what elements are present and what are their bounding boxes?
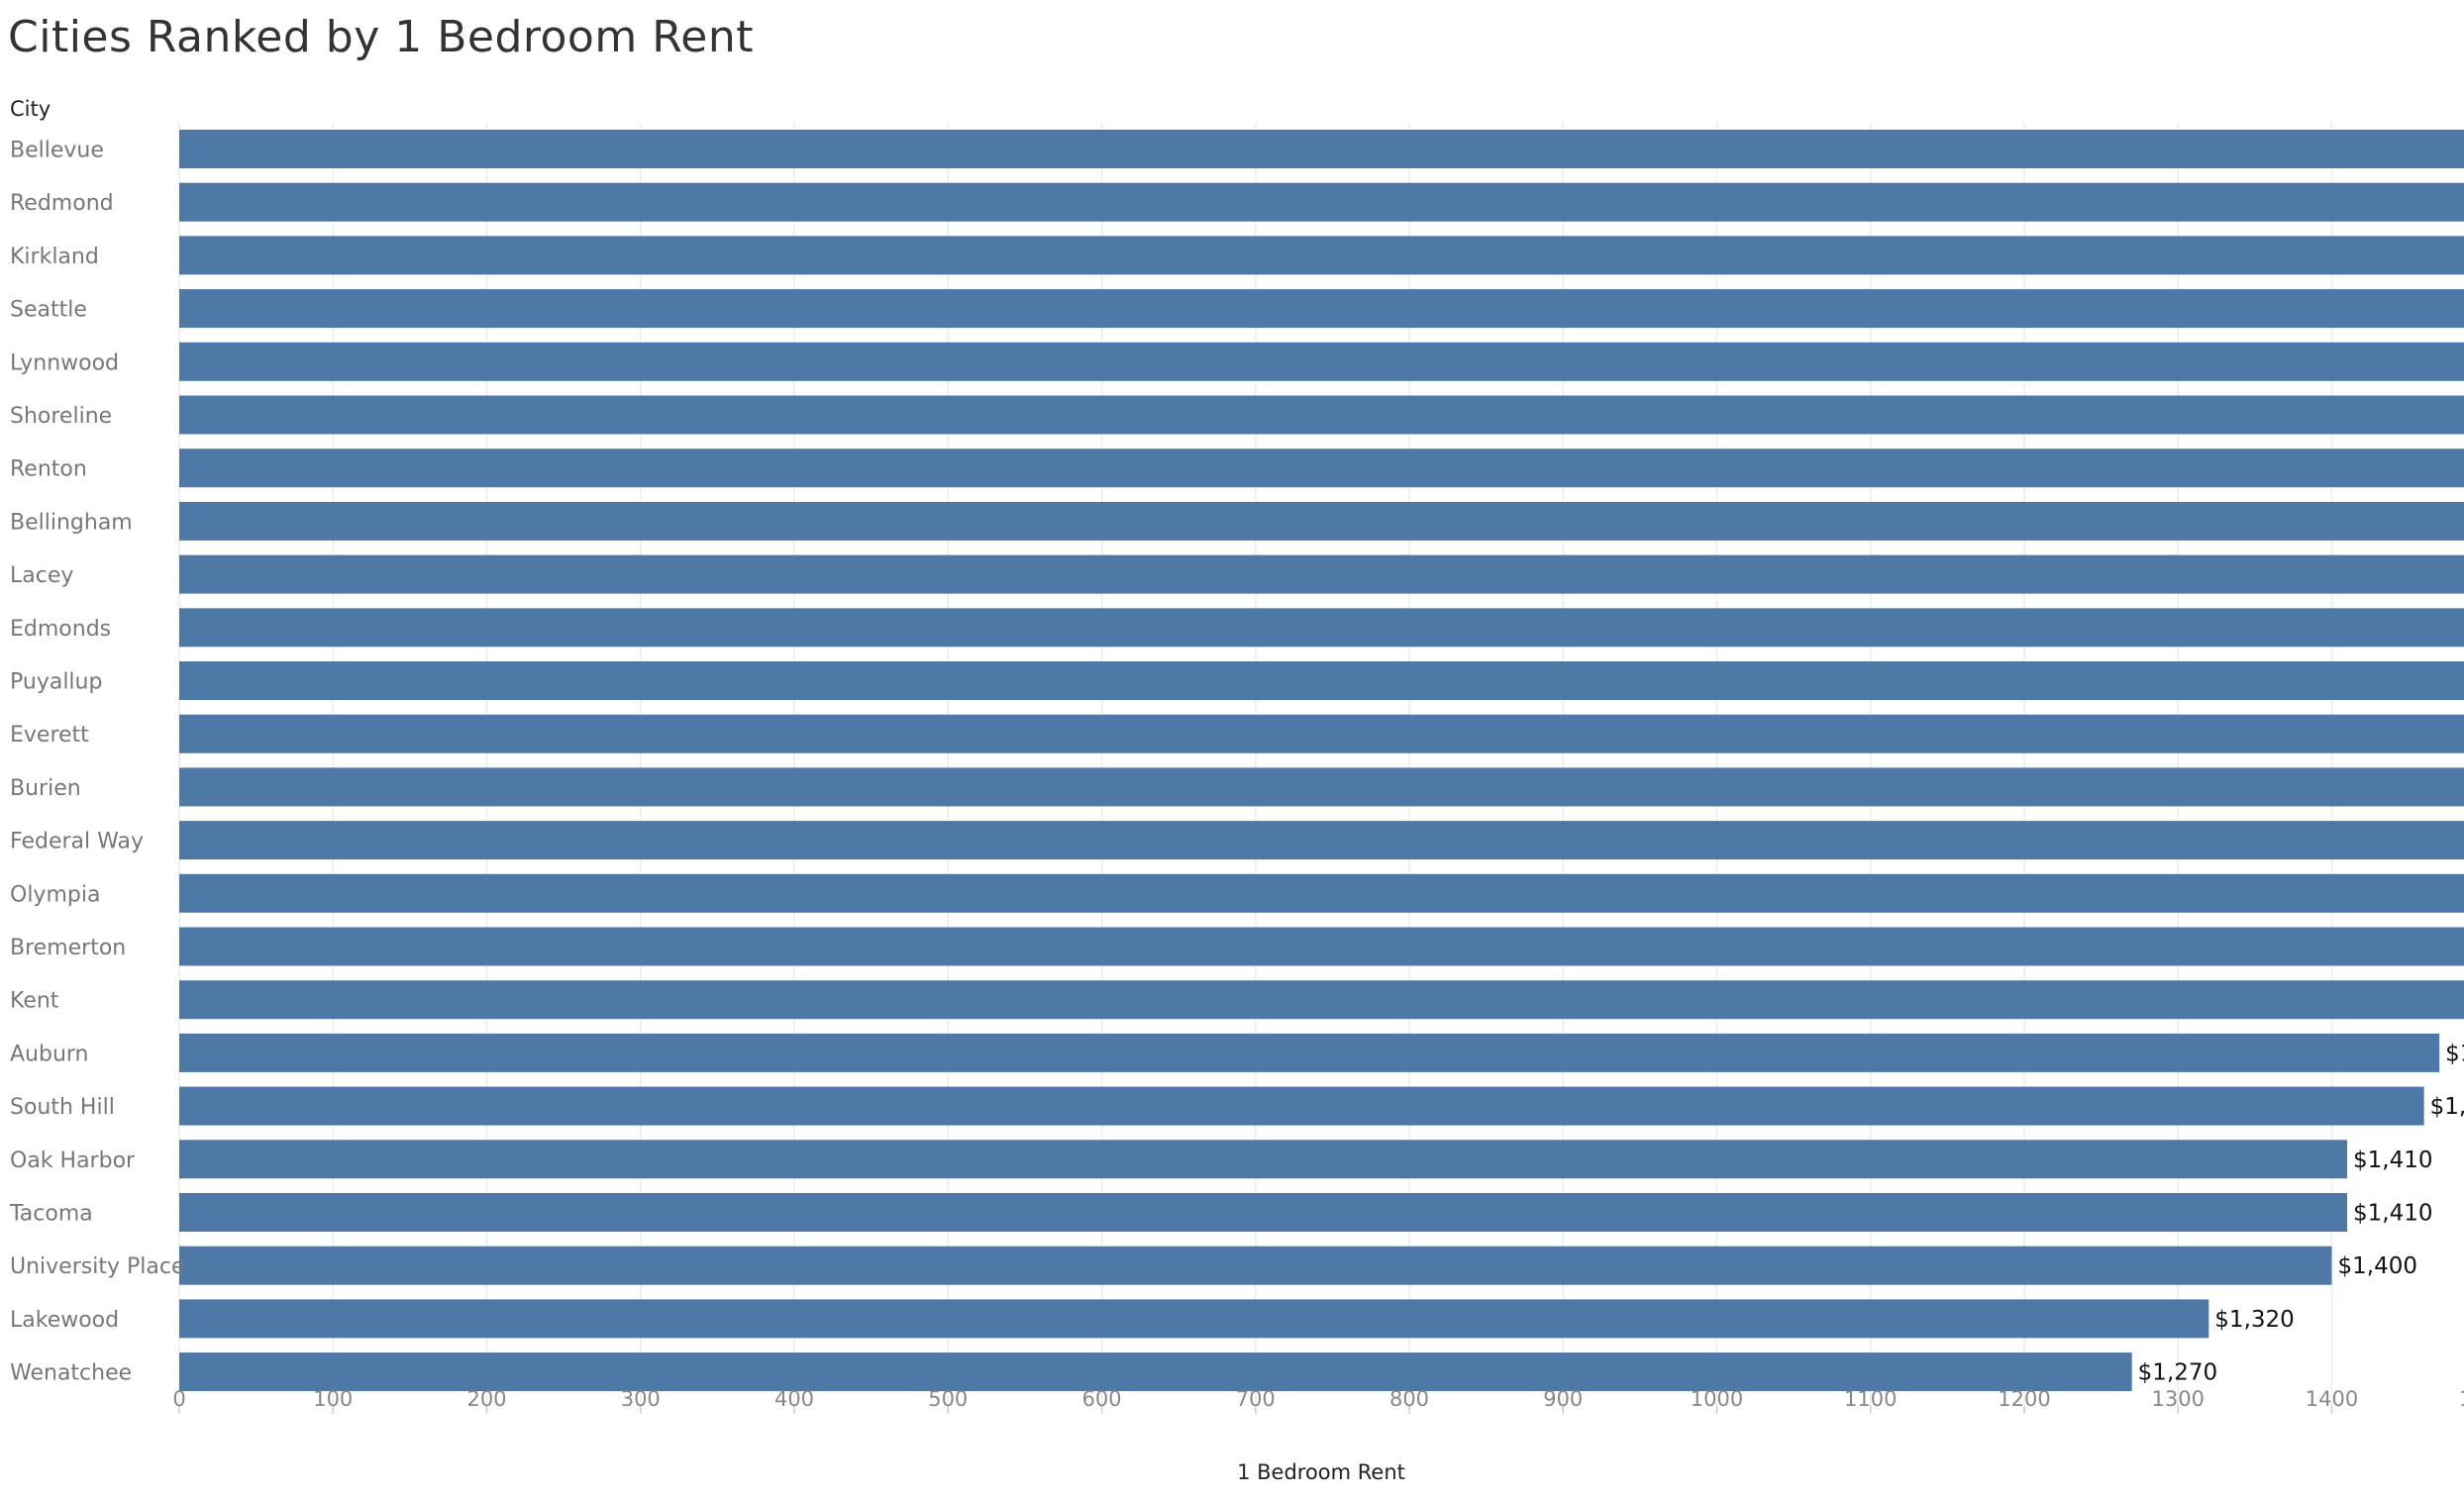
- category-label: Kirkland: [10, 245, 99, 269]
- category-label: Bellevue: [10, 139, 104, 163]
- bar: [179, 130, 2464, 168]
- category-label: Renton: [10, 457, 87, 482]
- category-label: Puyallup: [10, 670, 102, 695]
- bar: [179, 342, 2464, 381]
- bar: [179, 236, 2464, 275]
- x-tick-label: 1100: [1844, 1387, 1897, 1411]
- category-label: Burien: [10, 776, 81, 801]
- category-label: Everett: [10, 723, 89, 748]
- bar: [179, 449, 2464, 488]
- bars: [179, 130, 2464, 1392]
- bar: [179, 714, 2464, 753]
- bar: [179, 661, 2464, 700]
- bar: [179, 1140, 2348, 1179]
- x-tick-label: 0: [172, 1387, 185, 1411]
- bar: [179, 1299, 2209, 1339]
- bar: [179, 395, 2464, 435]
- value-label: $1,320: [2214, 1307, 2294, 1333]
- bar: [179, 182, 2464, 222]
- bar: [179, 1352, 2132, 1392]
- category-label: Lynnwood: [10, 350, 119, 375]
- value-label: $1,410: [2353, 1148, 2432, 1173]
- bar: [179, 980, 2464, 1020]
- x-tick-label: 500: [928, 1387, 968, 1411]
- category-label: Bellingham: [10, 510, 133, 535]
- category-label: Tacoma: [9, 1202, 93, 1227]
- x-tick-label: 100: [313, 1387, 353, 1411]
- y-axis-header: City: [10, 97, 51, 121]
- category-label: Lakewood: [10, 1308, 119, 1333]
- category-label: Shoreline: [10, 404, 112, 429]
- x-tick-label: 200: [466, 1387, 506, 1411]
- x-tick-label: 1500: [2459, 1387, 2464, 1411]
- x-axis-title: 1 Bedroom Rent: [1237, 1460, 1405, 1484]
- value-label: $1,270: [2138, 1360, 2217, 1386]
- bar: [179, 501, 2464, 541]
- x-tick-label: 1200: [1998, 1387, 2050, 1411]
- category-label: Oak Harbor: [10, 1149, 136, 1173]
- bar: [179, 1246, 2332, 1285]
- category-label: Auburn: [10, 1042, 89, 1066]
- x-tick-label: 1000: [1691, 1387, 1743, 1411]
- category-label: Kent: [10, 989, 59, 1014]
- bar: [179, 821, 2464, 860]
- bar: [179, 554, 2464, 594]
- bar: [179, 1193, 2348, 1232]
- value-label: $1,400: [2338, 1253, 2417, 1279]
- category-label: University Place: [10, 1254, 184, 1279]
- x-tick-label: 600: [1081, 1387, 1121, 1411]
- bar: [179, 289, 2464, 329]
- category-label: Olympia: [10, 882, 100, 907]
- x-tick-label: 400: [774, 1387, 814, 1411]
- x-tick-label: 1400: [2306, 1387, 2358, 1411]
- x-tick-label: 800: [1389, 1387, 1429, 1411]
- category-label: Wenatchee: [10, 1361, 132, 1386]
- x-tick-label: 900: [1543, 1387, 1583, 1411]
- x-tick-label: 700: [1236, 1387, 1276, 1411]
- bar: [179, 1033, 2440, 1072]
- category-label: Redmond: [10, 191, 114, 216]
- gridlines: [178, 123, 2333, 1406]
- category-label: Lacey: [10, 563, 73, 588]
- bar: [179, 608, 2464, 648]
- bar: [179, 927, 2464, 966]
- bar: [179, 767, 2464, 807]
- x-tick-label: 1300: [2152, 1387, 2205, 1411]
- bar: [179, 1086, 2424, 1126]
- value-label: $1,410: [2353, 1201, 2432, 1227]
- value-label: $1,470: [2445, 1041, 2464, 1066]
- labels: Bellevue$2,720Redmond$2,400Kirkland$2,10…: [9, 139, 2464, 1386]
- category-label: Bremerton: [10, 936, 126, 960]
- category-label: South Hill: [10, 1095, 115, 1120]
- x-axis: 0 100 200 300 400 500 600 700 800 900 1000 1100 1200…: [172, 1387, 2464, 1414]
- bar: [179, 873, 2464, 913]
- category-label: Seattle: [10, 298, 87, 323]
- x-tick-label: 300: [621, 1387, 661, 1411]
- category-label: Federal Way: [10, 830, 144, 854]
- category-label: Edmonds: [10, 617, 111, 642]
- chart-title: Cities Ranked by 1 Bedroom Rent: [8, 12, 754, 62]
- value-label: $1,460: [2430, 1094, 2464, 1120]
